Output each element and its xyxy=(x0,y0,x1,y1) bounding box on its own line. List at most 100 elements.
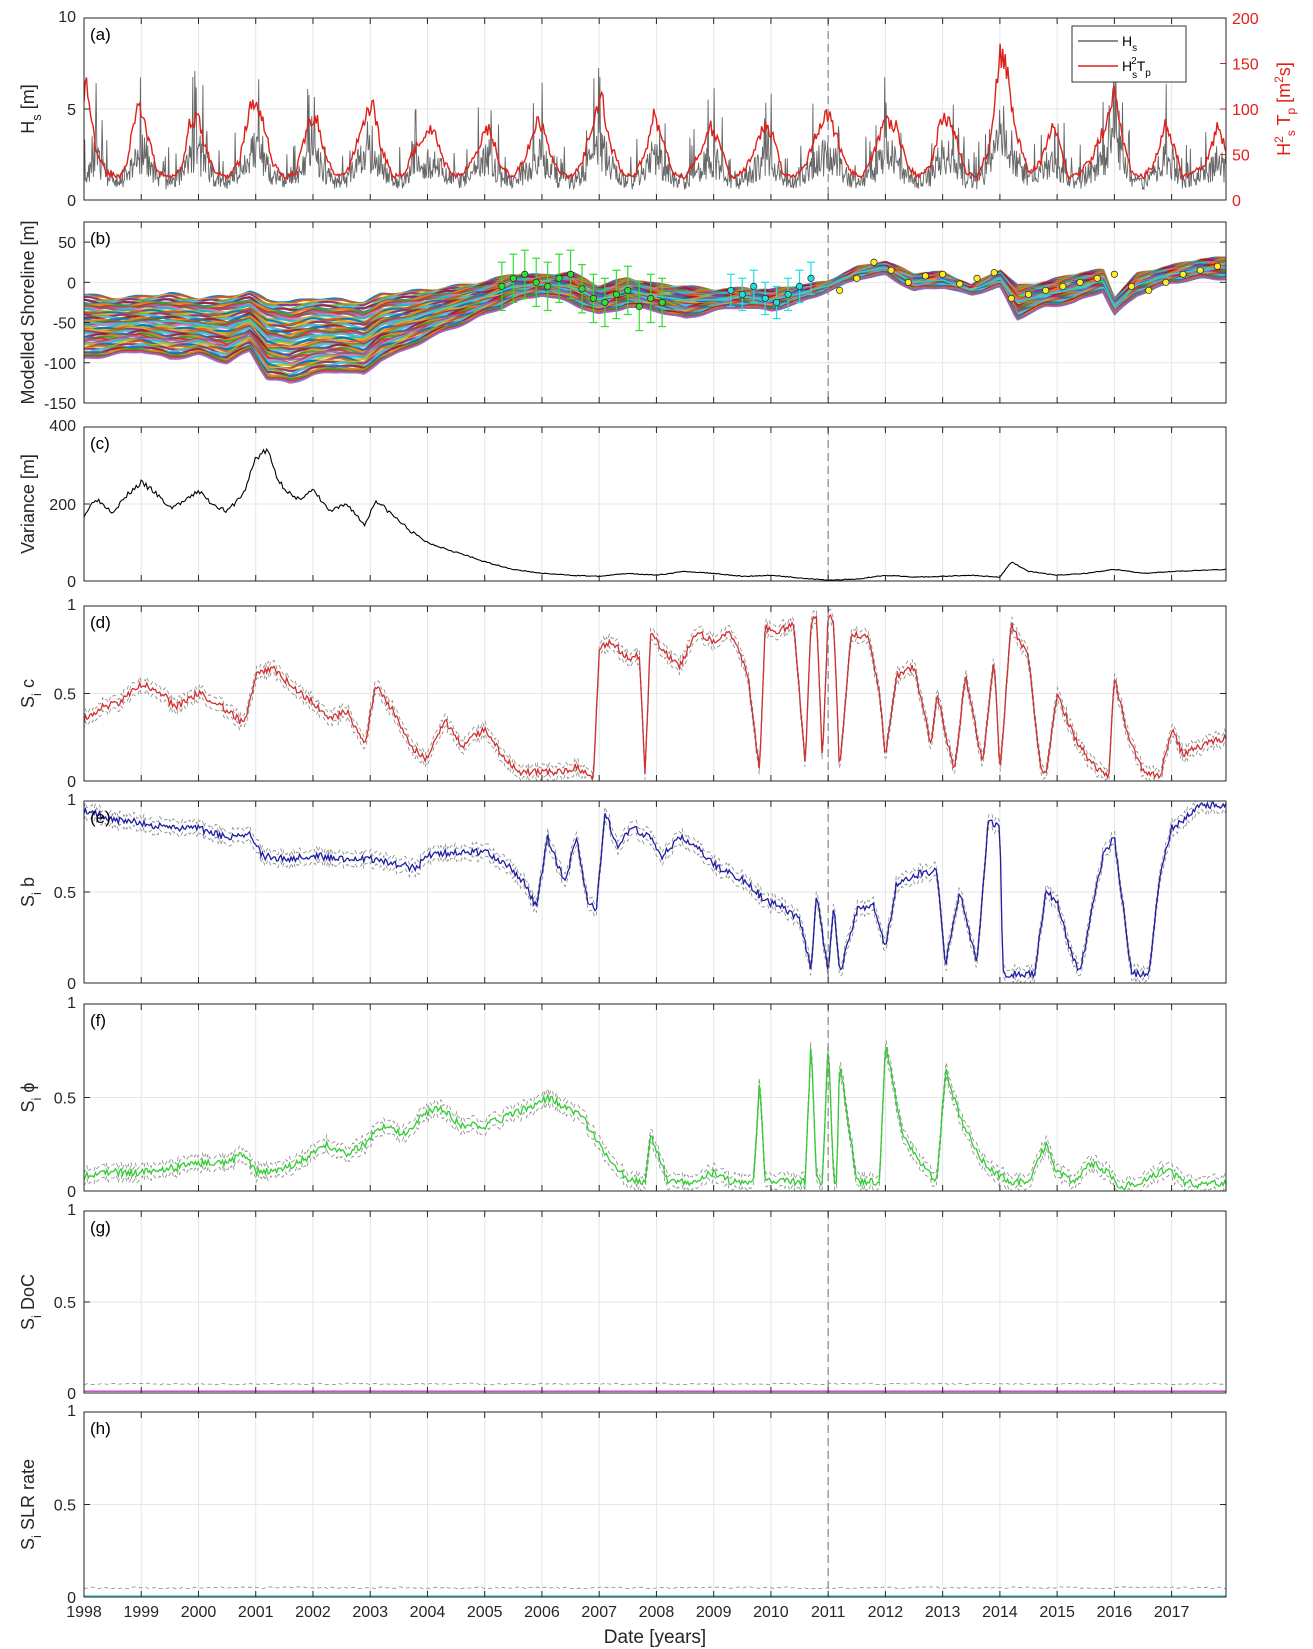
legend-label: Hs xyxy=(1122,33,1137,54)
observation-point xyxy=(635,302,643,311)
observation-point xyxy=(784,290,792,298)
panel-label: (g) xyxy=(90,1218,111,1237)
y-axis-label: Si c xyxy=(18,679,44,708)
observation-point xyxy=(1024,290,1033,298)
observation-point xyxy=(727,286,735,294)
band-lower xyxy=(84,620,1226,781)
x-tick-label: 2003 xyxy=(352,1604,388,1621)
panel-b-frame xyxy=(83,221,1227,404)
x-tick-label: 2009 xyxy=(696,1604,732,1621)
x-tick-label: 2001 xyxy=(238,1604,274,1621)
y-tick-label: 0 xyxy=(67,574,76,591)
observation-point xyxy=(738,290,746,298)
y-axis-label: Hs [m] xyxy=(18,84,44,134)
observation-point xyxy=(853,274,861,282)
y-tick-label: 10 xyxy=(58,9,76,26)
y-axis-label: Variance [m] xyxy=(18,454,38,554)
y-tick-label: 0.5 xyxy=(54,1295,76,1312)
panel-label: (a) xyxy=(90,25,111,44)
right-tick-label: 50 xyxy=(1232,148,1250,165)
y-axis-label: Modelled Shoreline [m] xyxy=(18,220,38,404)
observation-point xyxy=(567,270,575,278)
observation-point xyxy=(1213,262,1221,270)
observation-point xyxy=(647,294,655,302)
band-upper xyxy=(84,1382,1226,1386)
right-tick-label: 100 xyxy=(1232,102,1259,119)
observation-point xyxy=(498,282,506,290)
observation-point xyxy=(1093,274,1101,282)
observation-point xyxy=(1059,282,1067,290)
observation-point xyxy=(1127,282,1136,290)
x-tick-label: 2013 xyxy=(925,1604,961,1621)
observation-point xyxy=(521,270,529,278)
x-tick-label: 1999 xyxy=(123,1604,159,1621)
y-tick-label: 0 xyxy=(67,1386,76,1403)
observations-yellow xyxy=(836,258,1221,302)
observation-point xyxy=(1076,278,1084,286)
panel-c-plot xyxy=(84,447,1226,581)
observation-point xyxy=(1179,270,1187,278)
panel-d: 0 0.5 1 (d) Si c xyxy=(18,597,1227,791)
observation-point xyxy=(795,282,804,290)
right-tick-label: 0 xyxy=(1232,193,1241,210)
band-upper xyxy=(84,1586,1226,1590)
right-axis-label: H2s Tp [m2s] xyxy=(1272,62,1298,156)
panel-c: 0 200 400 (c) Variance [m] xyxy=(18,418,1227,591)
x-tick-label: 2005 xyxy=(467,1604,503,1621)
y-tick-label: 5 xyxy=(67,102,76,119)
panel-label: (c) xyxy=(90,434,110,453)
observation-point xyxy=(589,294,598,302)
observation-point xyxy=(773,298,781,306)
observation-point xyxy=(1007,294,1015,302)
x-tick-label: 2012 xyxy=(868,1604,904,1621)
y-axis-label: Si b xyxy=(18,877,44,907)
y-axis-label: Si ϕ xyxy=(18,1083,44,1113)
observation-point xyxy=(1145,286,1153,294)
observation-point xyxy=(612,290,620,298)
series-d-line xyxy=(84,614,1226,781)
observation-point xyxy=(921,272,930,280)
x-tick-label: 2010 xyxy=(753,1604,789,1621)
panel-d-plot xyxy=(84,608,1226,781)
series-hs-line xyxy=(84,50,1226,191)
panel-label: (d) xyxy=(90,613,111,632)
y-tick-label: 0 xyxy=(67,1184,76,1201)
right-tick-label: 150 xyxy=(1232,57,1259,74)
panel-e: 0 0.5 1 (e) Si b xyxy=(18,792,1227,993)
y-tick-label: -100 xyxy=(44,356,76,373)
band-lower xyxy=(84,1053,1226,1191)
observation-point xyxy=(544,282,552,290)
x-tick-label: 2000 xyxy=(181,1604,217,1621)
x-tick-label: 2006 xyxy=(524,1604,560,1621)
y-tick-label: 0 xyxy=(67,1590,76,1607)
panel-h-plot xyxy=(84,1586,1226,1597)
x-tick-label: 2011 xyxy=(811,1604,846,1621)
observation-point xyxy=(887,266,895,274)
panel-g: 0 0.5 1 (g) Si DoC xyxy=(18,1202,1227,1403)
y-tick-label: 0 xyxy=(67,774,76,791)
observation-point xyxy=(1196,266,1204,274)
observations-cyan xyxy=(726,261,815,320)
panel-label: (h) xyxy=(90,1419,111,1438)
observation-point xyxy=(836,286,844,294)
x-tick-label: 2015 xyxy=(1039,1604,1075,1621)
x-tick-label: 2002 xyxy=(295,1604,331,1621)
x-tick-label: 2017 xyxy=(1154,1604,1190,1621)
observation-point xyxy=(807,274,815,282)
observation-point xyxy=(601,298,609,306)
observation-point xyxy=(761,294,769,302)
panel-g-plot xyxy=(84,1382,1226,1392)
y-tick-label: 0.5 xyxy=(54,885,76,902)
observation-point xyxy=(1162,278,1170,286)
x-tick-label: 2008 xyxy=(639,1604,675,1621)
observation-point xyxy=(509,274,517,282)
right-tick-label: 200 xyxy=(1232,11,1259,28)
observation-point xyxy=(939,270,947,278)
y-tick-label: 1 xyxy=(67,1202,76,1219)
panel-e-plot xyxy=(84,801,1226,983)
y-tick-label: 0.5 xyxy=(54,1091,76,1108)
observations-green xyxy=(497,249,667,332)
band-lower xyxy=(84,807,1226,983)
panel-b: -150 -100 -50 0 50 (b) Modelled Shoreline [m] xyxy=(18,220,1227,413)
y-tick-label: 200 xyxy=(49,497,76,514)
